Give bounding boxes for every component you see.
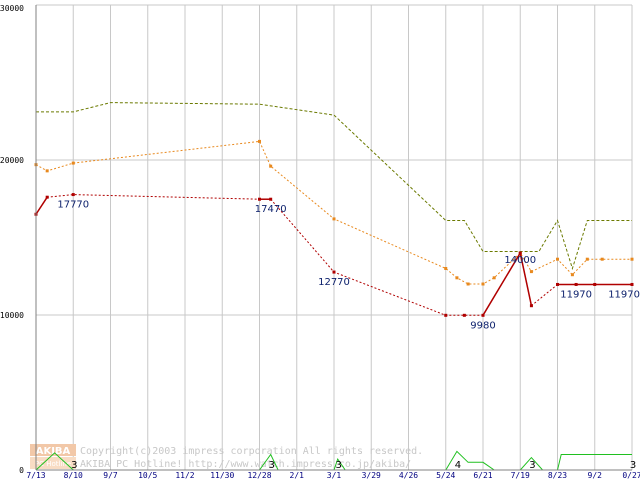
y-tick-label: 20000 — [0, 156, 24, 165]
x-tick-label: 10/5 — [138, 471, 157, 480]
site-url-line: AKIBA PC Hotline! http://www.watch.impre… — [80, 459, 411, 470]
x-tick-label: 5/24 — [436, 471, 455, 480]
average-point — [332, 217, 336, 221]
min-price-label: 17470 — [255, 204, 287, 215]
logo-bottom-block — [30, 457, 76, 469]
average-point — [529, 270, 533, 274]
x-tick-label: 9/7 — [103, 471, 118, 480]
min-solid-segment — [35, 196, 48, 215]
x-tick-label: 8/23 — [548, 471, 567, 480]
min-price-label: 12770 — [318, 277, 350, 288]
average-point — [45, 169, 49, 173]
x-tick-label: 6/21 — [473, 471, 492, 480]
logo-top-text: AKIBA — [36, 446, 71, 457]
x-tick-label: 8/10 — [64, 471, 83, 480]
min-point — [332, 270, 336, 274]
max-line — [36, 102, 632, 271]
x-tick-label: 3/1 — [327, 471, 342, 480]
y-tick-label: 0 — [19, 466, 24, 475]
min-price-label: 14000 — [504, 255, 536, 266]
x-tick-label: 9/2 — [588, 471, 603, 480]
x-tick-label: 7/19 — [511, 471, 530, 480]
copyright-line: Copyright(c)2003 impress corporation All… — [80, 446, 423, 457]
average-point — [269, 164, 273, 168]
x-tick-label: 3/29 — [362, 471, 381, 480]
x-tick-label: 11/2 — [175, 471, 194, 480]
min-price-label: 11970 — [608, 289, 640, 300]
average-point — [570, 273, 574, 277]
average-point — [492, 276, 496, 280]
min-solid-segment — [519, 252, 533, 306]
min-line — [35, 194, 632, 316]
x-tick-label: 12/28 — [247, 471, 271, 480]
average-point — [444, 267, 448, 270]
count-label: 3 — [529, 460, 535, 471]
average-point — [556, 257, 559, 261]
count-label: 4 — [455, 460, 461, 471]
y-tick-label: 30000 — [0, 4, 24, 13]
min-point — [444, 313, 448, 317]
watermark: AKIBA PC Hotline Copyright(c)2003 impress … — [30, 444, 423, 470]
average-point — [585, 257, 589, 261]
average-point — [71, 161, 75, 165]
akiba-logo: AKIBA PC Hotline — [30, 444, 76, 469]
count-label: 3 — [630, 460, 636, 471]
count-label: 3 — [268, 460, 274, 471]
average-point — [481, 282, 485, 286]
average-point — [600, 257, 604, 261]
x-tick-label: 4/26 — [399, 471, 418, 480]
average-point — [466, 282, 470, 286]
x-tick-label: 0/27 — [622, 471, 640, 480]
x-tick-label: 2/1 — [290, 471, 305, 480]
x-tick-label: 7/13 — [26, 471, 45, 480]
min-point — [462, 313, 466, 317]
logo-top-block — [30, 444, 76, 456]
count-label: 3 — [336, 460, 342, 471]
min-price-label: 17770 — [57, 200, 89, 211]
axes: 7/13 8/10 9/7 10/5 11/2 11/30 12/28 2/1 3/1 3/29 4… — [0, 4, 640, 480]
data-labels: 17770 17470 12770 9980 14000 11970 11970 3 3 3 4 3 3 — [57, 200, 640, 471]
count-label: 3 — [71, 460, 77, 471]
logo-bottom-text: PC Hotline — [35, 460, 71, 468]
min-solid-segment — [482, 252, 521, 316]
series-max — [36, 102, 632, 271]
average-point — [258, 139, 261, 143]
min-price-label: 9980 — [470, 320, 495, 331]
average-point — [455, 276, 459, 280]
average-line — [35, 140, 632, 285]
min-point — [71, 193, 75, 197]
min-price-label: 11970 — [560, 289, 592, 300]
average-point — [630, 257, 634, 261]
x-tick-label: 11/30 — [210, 471, 234, 480]
grid — [35, 4, 633, 471]
y-tick-label: 10000 — [0, 311, 24, 320]
